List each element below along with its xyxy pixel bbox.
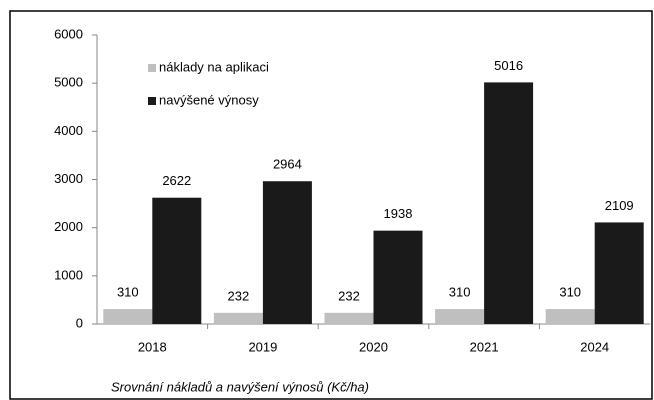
legend-label: náklady na aplikaci [159,59,269,74]
value-label: 2622 [162,173,191,188]
bar [213,312,263,324]
bar [435,309,485,324]
y-tick-label: 3000 [54,171,83,186]
bar [152,197,202,324]
bar [484,82,534,325]
bar [594,222,644,324]
y-tick-label: 5000 [54,75,83,90]
value-label: 5016 [494,58,523,73]
y-tick-label: 1000 [54,267,83,282]
bar [324,312,374,324]
value-label: 1938 [384,206,413,221]
x-tick-label: 2021 [470,339,499,354]
value-label: 310 [117,285,139,300]
value-label: 2964 [273,157,302,172]
y-tick-label: 4000 [54,123,83,138]
x-tick-label: 2019 [248,339,277,354]
y-tick-label: 2000 [54,219,83,234]
chart-caption: Srovnání nákladů a navýšení výnosů (Kč/h… [111,379,369,394]
bar [373,230,423,324]
y-tick-label: 6000 [54,26,83,41]
x-tick-label: 2018 [138,339,167,354]
legend-swatch [148,64,156,72]
bar [103,309,153,324]
value-label: 2109 [605,198,634,213]
x-tick-label: 2020 [359,339,388,354]
legend-label: navýšené výnosy [159,92,259,107]
x-tick-label: 2024 [580,339,609,354]
frame [9,10,653,400]
value-label: 232 [338,288,360,303]
bar [262,181,312,324]
value-label: 310 [449,285,471,300]
legend-swatch [148,97,156,105]
value-label: 310 [559,285,581,300]
y-tick-label: 0 [76,315,83,330]
value-label: 232 [228,288,250,303]
bar [545,309,595,324]
